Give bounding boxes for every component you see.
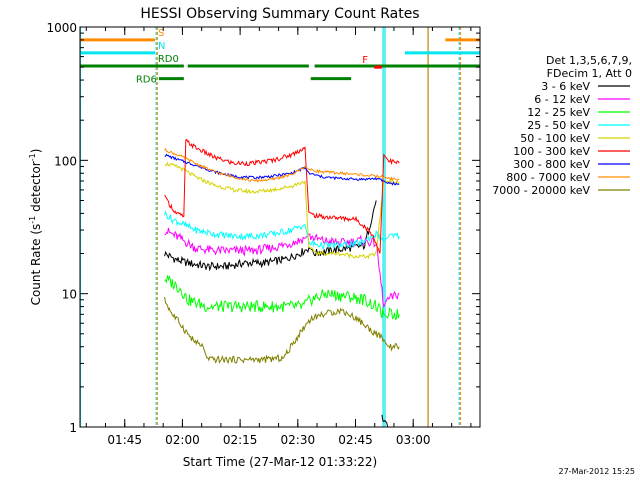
y-tick-label-10: 10 bbox=[62, 288, 77, 302]
series-line-7000-20000-kev bbox=[164, 296, 400, 365]
legend-label-6-12-kev: 6 - 12 keV bbox=[534, 93, 590, 106]
legend-label-25-50-kev: 25 - 50 keV bbox=[527, 119, 590, 132]
legend-label-50-100-kev: 50 - 100 keV bbox=[520, 132, 590, 145]
legend-header-line-2: FDecim 1, Att 0 bbox=[547, 67, 632, 80]
y-axis-label-unit: detector bbox=[29, 161, 43, 216]
legend-label-100-300-kev: 100 - 300 keV bbox=[513, 145, 590, 158]
x-axis-label: Start Time (27-Mar-12 01:33:22) bbox=[183, 455, 377, 469]
legend-label-12-25-kev: 12 - 25 keV bbox=[527, 106, 590, 119]
series-line-6-12-kev bbox=[164, 227, 400, 309]
timestamp: 27-Mar-2012 15:25 bbox=[559, 467, 636, 476]
state-label-rd6: RD6 bbox=[136, 75, 157, 86]
y-axis-label-close: ) bbox=[29, 149, 43, 154]
chart-title: HESSI Observing Summary Count Rates bbox=[140, 6, 419, 22]
series-line-50-100-kev bbox=[164, 161, 400, 259]
x-tick-label-01-45: 01:45 bbox=[107, 433, 142, 447]
state-label-f: F bbox=[362, 55, 368, 66]
x-tick-label-02-00: 02:00 bbox=[165, 433, 200, 447]
plot-frame bbox=[79, 26, 481, 428]
legend-label-800-7000-kev: 800 - 7000 keV bbox=[506, 171, 590, 184]
series-line-100-300-kev bbox=[164, 138, 400, 254]
x-tick-label-02-45: 02:45 bbox=[338, 433, 373, 447]
axis-layer: 1 10 100 1000 01:45 02:00 02:15 02:30 02:45 03:00 bbox=[46, 21, 480, 447]
series-line-3-6-kev bbox=[164, 200, 377, 272]
x-tick-label-03-00: 03:00 bbox=[396, 433, 431, 447]
x-tick-label-02-15: 02:15 bbox=[223, 433, 258, 447]
series-line-25-50-kev bbox=[164, 210, 400, 250]
state-label-s: S bbox=[158, 28, 164, 39]
series-line-12-25-kev bbox=[164, 274, 400, 320]
y-axis-label: Count Rate (s-1 detector-1) bbox=[28, 149, 43, 306]
state-label-n: N bbox=[158, 41, 165, 52]
series-line-800-7000-kev bbox=[164, 147, 400, 183]
legend-header-line-1: Det 1,3,5,6,7,9, bbox=[546, 54, 632, 67]
y-tick-label-1: 1 bbox=[69, 421, 77, 435]
legend-label-300-800-kev: 300 - 800 keV bbox=[513, 158, 590, 171]
y-tick-label-1000: 1000 bbox=[46, 21, 77, 35]
legend-label-3-6-kev: 3 - 6 keV bbox=[541, 80, 590, 93]
x-tick-label-02-30: 02:30 bbox=[281, 433, 316, 447]
state-label-rd0: RD0 bbox=[158, 54, 179, 65]
y-axis-label-exponent: -1 bbox=[28, 216, 37, 224]
legend: Det 1,3,5,6,7,9, FDecim 1, Att 0 3 - 6 k… bbox=[492, 54, 632, 197]
y-tick-label-100: 100 bbox=[54, 154, 77, 168]
legend-label-7000-20000-kev: 7000 - 20000 keV bbox=[492, 184, 590, 197]
y-axis-label-main: Count Rate (s bbox=[29, 224, 43, 306]
y-axis-label-exponent-2: -1 bbox=[28, 153, 37, 161]
